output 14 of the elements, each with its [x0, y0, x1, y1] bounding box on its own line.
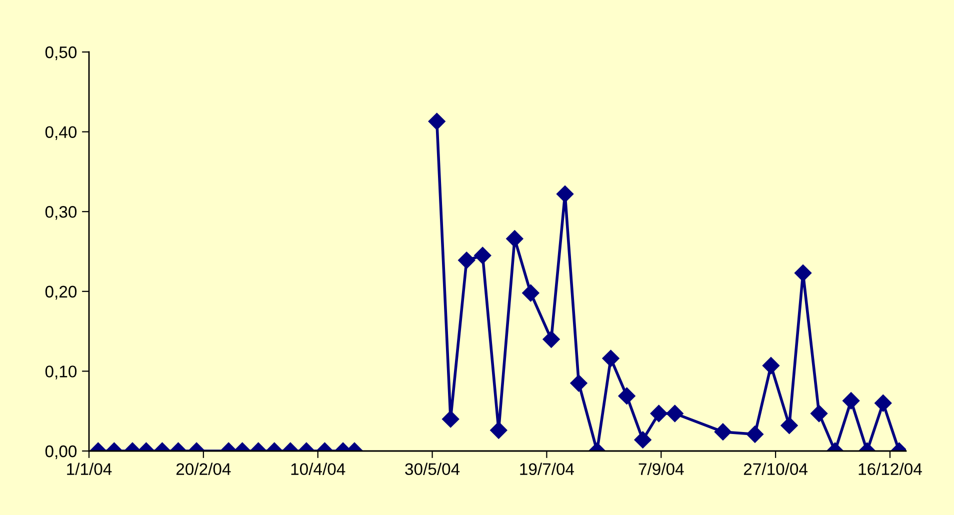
- y-tick-label: 0,00: [45, 445, 77, 460]
- y-tick-label: 0,20: [45, 286, 77, 300]
- x-tick-label: 30/5/04: [405, 462, 460, 476]
- y-tick-label: 0,30: [45, 206, 77, 220]
- x-tick-label: 1/1/04: [67, 462, 112, 476]
- x-tick-label: 19/7/04: [520, 462, 574, 476]
- y-tick-label: 0,10: [45, 366, 77, 380]
- x-tick-label: 16/12/04: [858, 462, 922, 476]
- x-tick-label: 27/10/04: [744, 462, 808, 476]
- x-tick-label: 20/2/04: [176, 462, 231, 476]
- x-tick-label: 7/9/04: [638, 462, 684, 476]
- y-tick-label: 0,40: [45, 126, 77, 140]
- y-tick-label: 0,50: [45, 46, 77, 60]
- x-tick-label: 10/4/04: [291, 462, 346, 476]
